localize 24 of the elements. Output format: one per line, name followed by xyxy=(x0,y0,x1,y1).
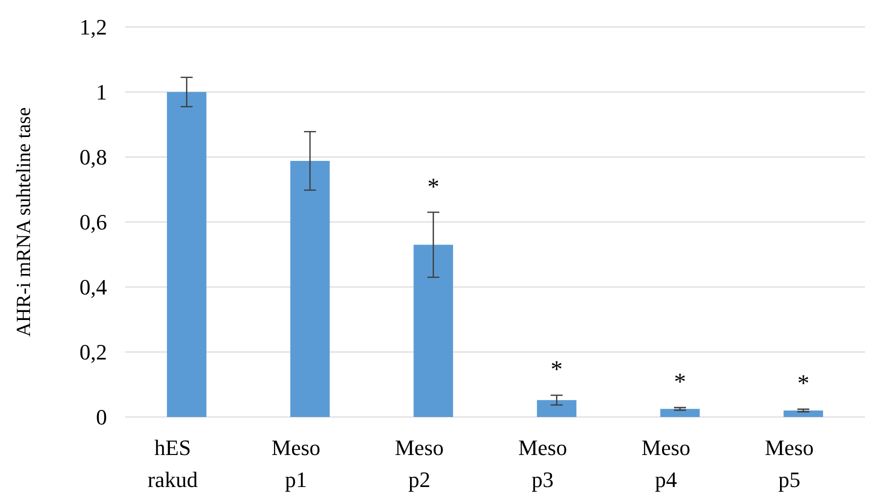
y-tick-label: 0 xyxy=(96,404,107,430)
y-tick-label: 0,8 xyxy=(80,144,107,170)
y-tick-label: 0,6 xyxy=(80,210,107,235)
x-tick-label: Meso p4 xyxy=(642,435,690,492)
y-tick-label: 0,4 xyxy=(80,274,107,300)
y-tick-label: 0,2 xyxy=(80,340,107,365)
annotation: * xyxy=(427,174,440,200)
x-tick-label: Meso p1 xyxy=(272,435,320,492)
annotation: * xyxy=(797,371,810,398)
bar xyxy=(290,160,330,417)
bar xyxy=(784,410,824,417)
annotation: * xyxy=(550,357,563,384)
y-tick-label: 1,2 xyxy=(80,14,107,40)
y-tick-label: 1 xyxy=(96,80,107,105)
bar xyxy=(414,244,454,417)
bar xyxy=(536,400,576,417)
x-tick-label: Meso p5 xyxy=(764,435,814,492)
annotation: * xyxy=(674,370,686,396)
bar xyxy=(660,408,700,417)
x-tick-label: Meso p3 xyxy=(518,435,568,492)
x-tick-label: Meso p2 xyxy=(394,435,444,492)
x-tick-label: hES rakud xyxy=(148,435,198,492)
bar xyxy=(166,92,206,417)
y-axis-title: AHR-i mRNA suhteline tase xyxy=(13,107,35,337)
